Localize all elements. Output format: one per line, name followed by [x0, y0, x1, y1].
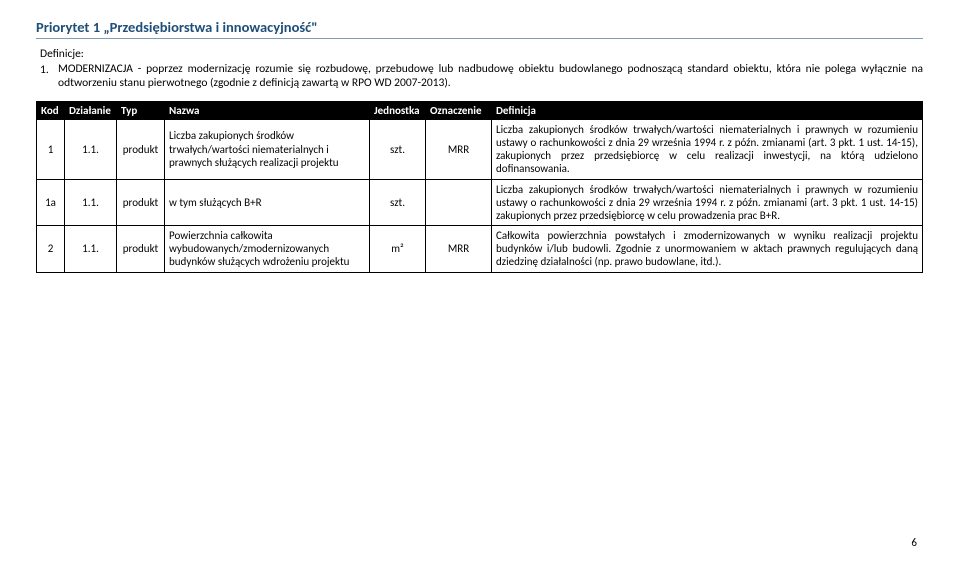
col-header-nazwa: Nazwa	[165, 101, 370, 119]
cell-jednostka: szt.	[370, 179, 426, 226]
cell-oznaczenie: MRR	[426, 119, 492, 179]
cell-oznaczenie: MRR	[426, 226, 492, 273]
table-row: 1a 1.1. produkt w tym służących B+R szt.…	[37, 179, 923, 226]
definition-item: 1. MODERNIZACJA - poprzez modernizację r…	[40, 63, 923, 91]
cell-nazwa: Liczba zakupionych środków trwałych/wart…	[165, 119, 370, 179]
cell-kod: 2	[37, 226, 65, 273]
col-header-dzialanie: Działanie	[65, 101, 117, 119]
table-header-row: Kod Działanie Typ Nazwa Jednostka Oznacz…	[37, 101, 923, 119]
cell-jednostka: szt.	[370, 119, 426, 179]
definition-text: MODERNIZACJA - poprzez modernizację rozu…	[58, 63, 923, 91]
cell-kod: 1	[37, 119, 65, 179]
page-number: 6	[911, 536, 917, 549]
page-title: Priorytet 1 „Przedsiębiorstwa i innowacy…	[36, 18, 923, 39]
indicators-table: Kod Działanie Typ Nazwa Jednostka Oznacz…	[36, 101, 923, 273]
definitions-block: Definicje: 1. MODERNIZACJA - poprzez mod…	[40, 47, 923, 91]
cell-dzialanie: 1.1.	[65, 179, 117, 226]
table-row: 1 1.1. produkt Liczba zakupionych środkó…	[37, 119, 923, 179]
col-header-definicja: Definicja	[492, 101, 923, 119]
cell-kod: 1a	[37, 179, 65, 226]
definition-number: 1.	[40, 63, 58, 77]
cell-typ: produkt	[117, 179, 165, 226]
cell-nazwa: w tym służących B+R	[165, 179, 370, 226]
col-header-oznaczenie: Oznaczenie	[426, 101, 492, 119]
col-header-jednostka: Jednostka	[370, 101, 426, 119]
cell-definicja: Całkowita powierzchnia powstałych i zmod…	[492, 226, 923, 273]
cell-jednostka: m²	[370, 226, 426, 273]
cell-typ: produkt	[117, 226, 165, 273]
cell-definicja: Liczba zakupionych środków trwałych/wart…	[492, 179, 923, 226]
col-header-kod: Kod	[37, 101, 65, 119]
col-header-typ: Typ	[117, 101, 165, 119]
cell-dzialanie: 1.1.	[65, 226, 117, 273]
cell-definicja: Liczba zakupionych środków trwałych/wart…	[492, 119, 923, 179]
definitions-label: Definicje:	[40, 47, 923, 61]
cell-dzialanie: 1.1.	[65, 119, 117, 179]
cell-oznaczenie	[426, 179, 492, 226]
cell-nazwa: Powierzchnia całkowita wybudowanych/zmod…	[165, 226, 370, 273]
table-row: 2 1.1. produkt Powierzchnia całkowita wy…	[37, 226, 923, 273]
cell-typ: produkt	[117, 119, 165, 179]
